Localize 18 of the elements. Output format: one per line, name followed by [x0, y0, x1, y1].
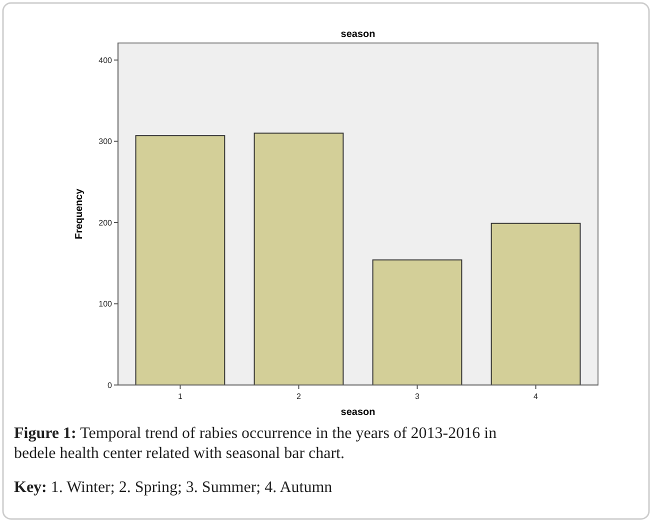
x-tick-label: 1 — [178, 392, 183, 401]
y-tick-label: 300 — [98, 137, 113, 146]
x-tick-label: 3 — [415, 392, 420, 401]
y-tick-label: 0 — [108, 380, 113, 390]
bar — [254, 132, 344, 386]
x-axis-title: season — [340, 407, 376, 418]
x-tick-label: 4 — [534, 392, 539, 401]
y-tick-label: 400 — [98, 56, 113, 65]
bar — [490, 222, 581, 386]
chart-title: season — [340, 29, 376, 40]
y-axis-title: Frequency — [74, 188, 85, 240]
caption: Figure 1: Temporal trend of rabies occurrence in the years of 2013-2016 in bedele health center related with seasonal bar chart. — [14, 425, 497, 462]
bar — [372, 259, 462, 386]
y-tick-label: 200 — [98, 218, 113, 228]
text: Key: 1. Winter; 2. Spring; 3. Summer; 4. Autumn — [14, 479, 332, 496]
bar — [135, 135, 226, 386]
y-tick-label: 100 — [98, 300, 113, 309]
x-tick-label: 2 — [296, 392, 302, 401]
